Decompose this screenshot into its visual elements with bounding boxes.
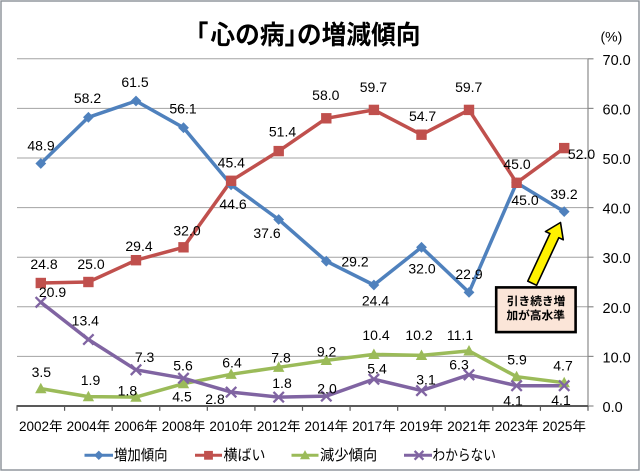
svg-text:3.5: 3.5 (32, 364, 52, 380)
svg-text:45.0: 45.0 (511, 192, 538, 208)
svg-text:2002: 2002 (19, 419, 49, 434)
svg-text:2019: 2019 (400, 419, 430, 434)
svg-text:56.1: 56.1 (169, 101, 196, 117)
svg-text:58.2: 58.2 (74, 90, 101, 106)
svg-text:2012: 2012 (257, 419, 287, 434)
svg-text:32.0: 32.0 (408, 261, 435, 277)
svg-text:10.2: 10.2 (405, 327, 432, 343)
svg-text:2023: 2023 (495, 419, 525, 434)
svg-text:70.0: 70.0 (603, 53, 631, 69)
svg-text:32.0: 32.0 (173, 223, 200, 239)
svg-text:59.7: 59.7 (455, 79, 482, 95)
svg-text:11.1: 11.1 (447, 327, 473, 343)
svg-text:30.0: 30.0 (603, 251, 631, 267)
svg-text:2004: 2004 (67, 419, 98, 434)
svg-text:1.8: 1.8 (118, 383, 138, 399)
svg-text:48.9: 48.9 (27, 137, 54, 153)
svg-text:4.1: 4.1 (503, 393, 523, 409)
svg-text:51.4: 51.4 (269, 123, 296, 139)
svg-text:1.9: 1.9 (81, 372, 101, 388)
svg-text:52.0: 52.0 (568, 146, 595, 162)
svg-text:6.4: 6.4 (222, 355, 242, 371)
svg-text:10.4: 10.4 (362, 327, 389, 343)
svg-text:3.1: 3.1 (416, 371, 436, 387)
svg-text:24.4: 24.4 (362, 292, 389, 308)
svg-text:25.0: 25.0 (77, 256, 104, 272)
svg-text:37.6: 37.6 (253, 225, 280, 241)
svg-text:60.0: 60.0 (603, 102, 631, 118)
svg-text:(%): (%) (601, 29, 623, 45)
svg-text:20.0: 20.0 (603, 301, 631, 317)
svg-text:2010: 2010 (209, 419, 239, 434)
svg-text:29.4: 29.4 (125, 238, 152, 254)
svg-text:0.0: 0.0 (603, 400, 623, 416)
svg-text:10.0: 10.0 (603, 350, 631, 366)
svg-text:2.0: 2.0 (317, 380, 337, 396)
svg-text:24.8: 24.8 (30, 256, 57, 272)
svg-text:39.2: 39.2 (550, 186, 577, 202)
svg-text:2014: 2014 (305, 419, 336, 434)
svg-text:45.4: 45.4 (218, 155, 245, 171)
svg-text:2.8: 2.8 (205, 391, 225, 407)
svg-text:20.9: 20.9 (39, 284, 66, 300)
svg-text:2008: 2008 (162, 419, 192, 434)
svg-text:2017: 2017 (352, 419, 382, 434)
svg-text:13.4: 13.4 (72, 313, 99, 329)
svg-text:5.9: 5.9 (507, 352, 527, 368)
svg-text:2021: 2021 (447, 419, 477, 434)
svg-text:45.0: 45.0 (503, 156, 530, 172)
svg-text:5.4: 5.4 (367, 361, 387, 377)
svg-text:44.6: 44.6 (219, 196, 246, 212)
svg-text:4.5: 4.5 (172, 389, 192, 405)
svg-text:7.8: 7.8 (271, 350, 291, 366)
svg-text:50.0: 50.0 (603, 152, 631, 168)
svg-text:6.3: 6.3 (449, 356, 469, 372)
svg-text:4.7: 4.7 (553, 357, 573, 373)
svg-text:22.9: 22.9 (455, 266, 482, 282)
svg-text:2025: 2025 (542, 419, 572, 434)
svg-text:9.2: 9.2 (317, 343, 337, 359)
svg-text:7.3: 7.3 (135, 349, 155, 365)
svg-text:4.1: 4.1 (551, 392, 571, 408)
svg-text:40.0: 40.0 (603, 202, 631, 218)
svg-text:29.2: 29.2 (341, 254, 368, 270)
svg-text:54.7: 54.7 (409, 108, 436, 124)
svg-text:1.8: 1.8 (272, 375, 292, 391)
svg-text:59.7: 59.7 (360, 79, 387, 95)
svg-text:58.0: 58.0 (312, 87, 339, 103)
svg-text:5.6: 5.6 (173, 357, 193, 373)
svg-text:61.5: 61.5 (121, 74, 148, 90)
svg-text:2006: 2006 (114, 419, 144, 434)
